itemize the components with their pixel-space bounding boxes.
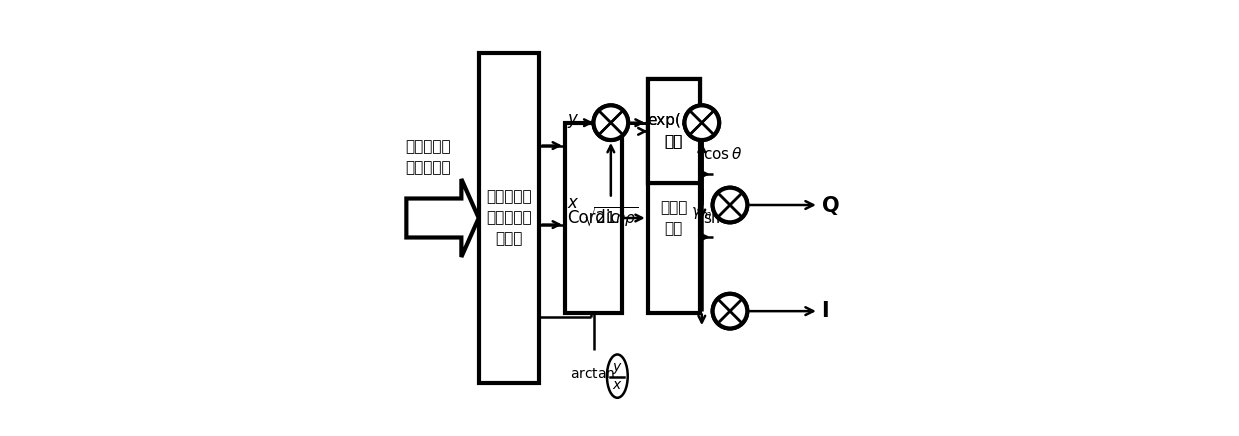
- Text: $\gamma_m$: $\gamma_m$: [691, 205, 712, 221]
- Text: $\cos\theta$: $\cos\theta$: [703, 146, 742, 162]
- Circle shape: [593, 106, 628, 140]
- Text: $\mathbf{Q}$: $\mathbf{Q}$: [821, 194, 840, 217]
- Text: $y$: $y$: [612, 361, 623, 376]
- Bar: [648, 79, 700, 184]
- Text: 复高斯白噪
声随机序列: 复高斯白噪 声随机序列: [405, 140, 451, 175]
- Circle shape: [712, 187, 747, 222]
- Circle shape: [712, 294, 747, 328]
- Text: 可变参数的
杂波谱匹配
滤波器: 可变参数的 杂波谱匹配 滤波器: [486, 190, 532, 246]
- Bar: [565, 123, 622, 313]
- Bar: [478, 53, 539, 383]
- Text: $\sin\theta$: $\sin\theta$: [703, 210, 738, 226]
- Text: $\sqrt{21n\rho}$: $\sqrt{21n\rho}$: [584, 205, 638, 229]
- Bar: [648, 79, 700, 184]
- Text: $x$: $x$: [566, 194, 579, 211]
- Circle shape: [712, 187, 747, 222]
- Polygon shape: [406, 179, 478, 257]
- Text: Cordic: Cordic: [567, 209, 620, 227]
- Circle shape: [684, 106, 719, 140]
- Text: $\mathbf{I}$: $\mathbf{I}$: [821, 301, 829, 321]
- Circle shape: [593, 106, 628, 140]
- Text: exp(.)查
找表: exp(.)查 找表: [647, 113, 700, 150]
- Bar: [648, 123, 700, 313]
- Text: $x$: $x$: [612, 378, 623, 392]
- Circle shape: [712, 294, 747, 328]
- Text: 正弦查
找表: 正弦查 找表: [660, 200, 688, 236]
- Text: $y$: $y$: [566, 112, 579, 130]
- Ellipse shape: [607, 354, 628, 398]
- Text: exp(.)查
找表: exp(.)查 找表: [647, 113, 700, 150]
- Circle shape: [684, 106, 719, 140]
- Text: $\mathrm{arctan}$: $\mathrm{arctan}$: [570, 367, 615, 381]
